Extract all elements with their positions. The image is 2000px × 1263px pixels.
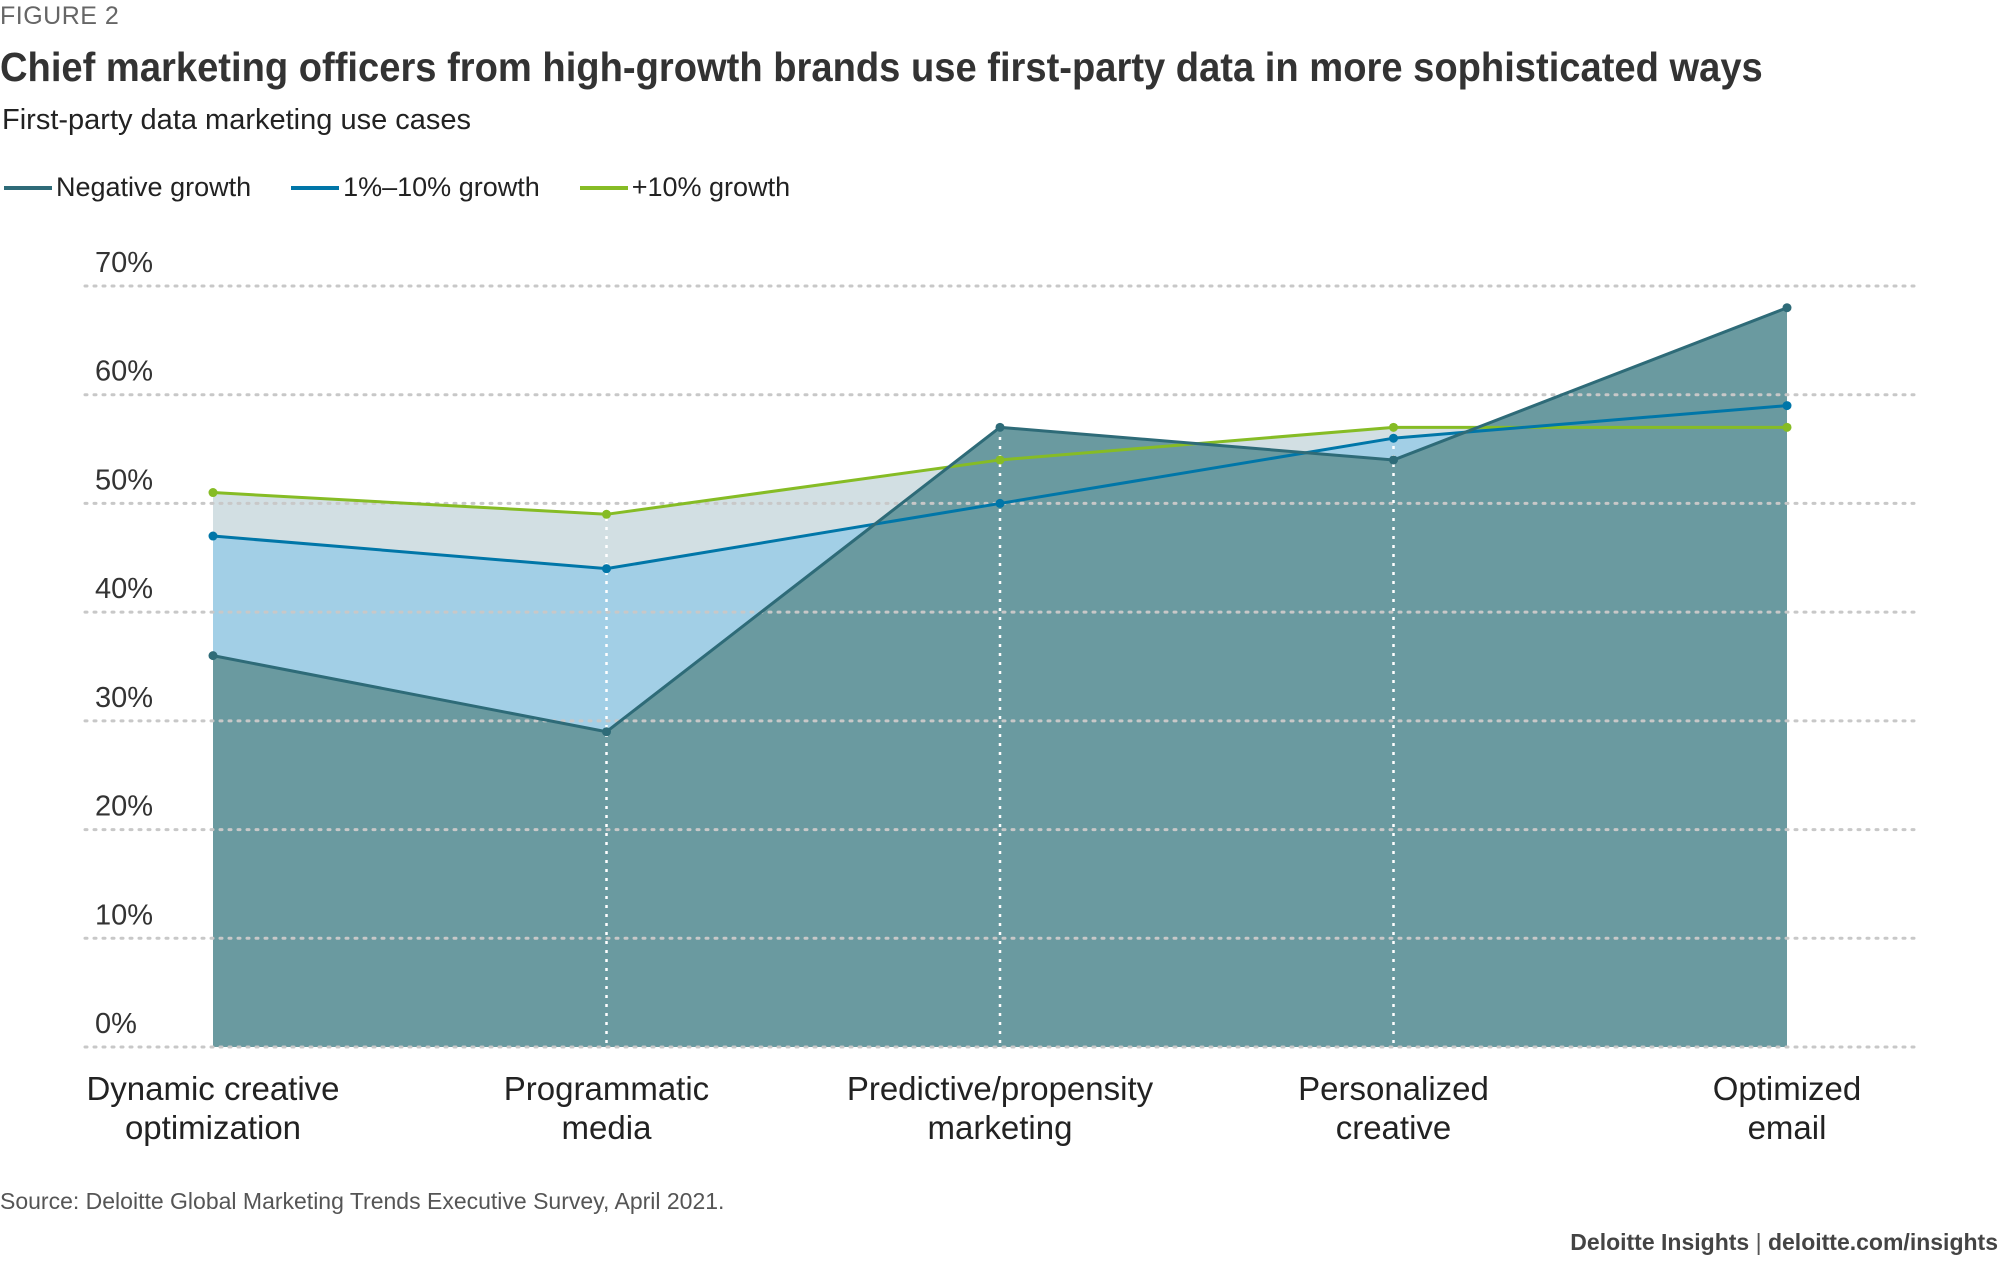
x-tick-label: media	[562, 1109, 653, 1146]
point-mid-growth	[602, 564, 611, 574]
chart-title: Chief marketing officers from high-growt…	[0, 44, 1763, 90]
legend-item-mid: 1%–10% growth	[291, 172, 540, 203]
y-tick-label: 0%	[95, 1008, 137, 1040]
x-tick-label: Predictive/propensity	[847, 1070, 1154, 1107]
y-tick-label: 30%	[95, 682, 153, 714]
x-tick-label: Optimized	[1713, 1070, 1862, 1107]
point-negative-growth	[602, 727, 611, 737]
x-tick-label: Personalized	[1298, 1070, 1489, 1107]
x-tick-label: optimization	[125, 1109, 301, 1146]
chart-subtitle: First-party data marketing use cases	[2, 104, 472, 136]
legend-item-high: +10% growth	[579, 172, 791, 203]
y-tick-label: 10%	[95, 899, 153, 931]
x-tick-label: email	[1748, 1109, 1827, 1146]
point-mid-growth	[1389, 433, 1398, 443]
point-negative-growth	[1782, 303, 1792, 313]
footer-brand: Deloitte Insights	[1570, 1229, 1750, 1255]
y-tick-label: 50%	[95, 464, 153, 496]
y-tick-label: 20%	[95, 791, 153, 823]
legend-label-high: +10% growth	[631, 172, 791, 202]
point-negative-growth	[208, 651, 218, 661]
point-mid-growth	[208, 531, 218, 541]
point-mid-growth	[995, 498, 1005, 508]
footer-separator: |	[1755, 1229, 1762, 1255]
point-mid-growth	[1782, 401, 1792, 411]
footer-url: deloitte.com/insights	[1767, 1229, 1998, 1255]
x-tick-label: creative	[1336, 1109, 1452, 1146]
point-high-growth	[602, 509, 611, 519]
figure-label: FIGURE 2	[0, 2, 120, 30]
point-high-growth	[1782, 422, 1792, 432]
x-tick-label: Programmatic	[504, 1070, 709, 1107]
point-negative-growth	[1389, 455, 1398, 465]
legend-label-negative: Negative growth	[56, 172, 252, 202]
legend-swatch-high	[579, 185, 628, 190]
legend-label-mid: 1%–10% growth	[343, 172, 540, 202]
point-high-growth	[208, 488, 218, 498]
source-note: Source: Deloitte Global Marketing Trends…	[0, 1188, 725, 1214]
legend-swatch-negative	[4, 185, 52, 190]
y-tick-label: 40%	[95, 573, 153, 605]
y-tick-label: 60%	[95, 356, 153, 388]
point-high-growth	[1389, 422, 1398, 432]
x-tick-label: marketing	[928, 1109, 1073, 1146]
point-negative-growth	[995, 422, 1005, 432]
footer-credit: Deloitte Insights | deloitte.com/insight…	[1570, 1229, 1998, 1256]
point-high-growth	[995, 455, 1005, 465]
legend: Negative growth 1%–10% growth +10% growt…	[4, 172, 830, 203]
legend-item-negative: Negative growth	[4, 172, 251, 203]
y-tick-label: 70%	[95, 247, 153, 279]
x-tick-label: Dynamic creative	[86, 1070, 339, 1107]
legend-swatch-mid	[291, 185, 340, 190]
